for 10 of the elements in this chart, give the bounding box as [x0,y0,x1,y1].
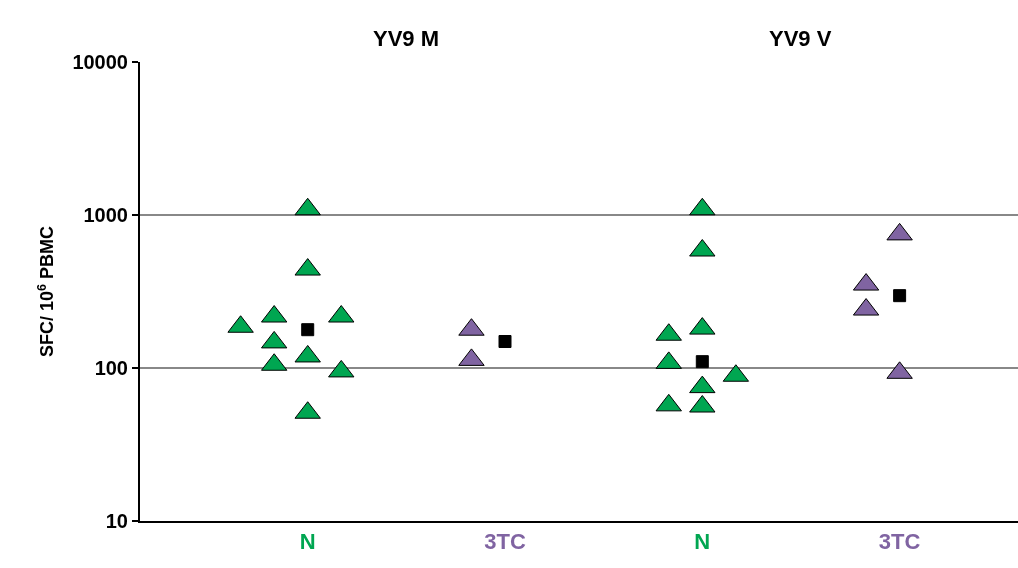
text: YV9 V [769,26,832,51]
y-tick-label: 1000 [83,204,128,226]
y-tick-label: 10 [105,510,128,532]
x-tick-label: 3TC [878,529,921,555]
x-tick-label: N [694,529,711,555]
y-tick-label: 10000 [72,51,128,73]
y-tick-label: 100 [94,357,128,379]
text: YV9 M [373,26,440,51]
x-tick-label: N [299,529,316,555]
x-tick-label: 3TC [484,529,526,555]
